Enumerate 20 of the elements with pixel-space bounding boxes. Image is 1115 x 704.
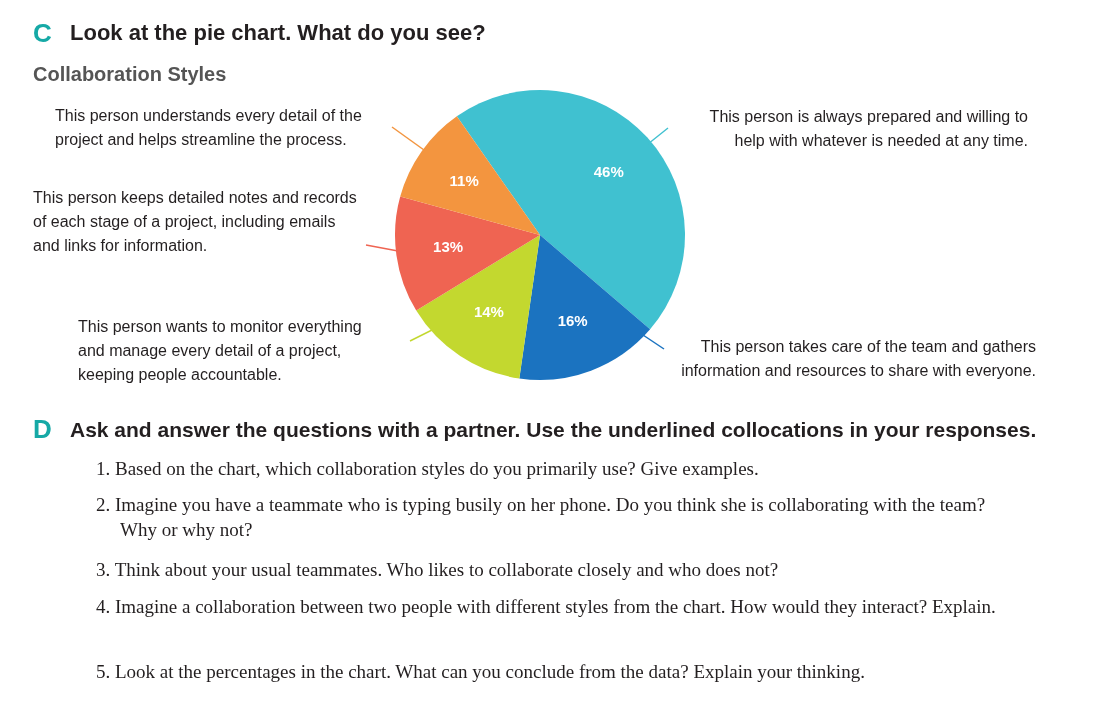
chart-title: Look at the pie chart. What do you see? [70,20,486,46]
text: 3. Think about your usual teammates. Who likes to collaborate closely and who does not? [96,558,780,582]
data-label: 46% [593,162,624,180]
slice-label: This person wants to monitor everything and manage every detail of a project, keeping people accountable. [78,317,363,385]
text: 1. Based on the chart, which collaboration styles do you primarily use? Give examples. [96,457,760,481]
text: 4. Imagine a collaboration between two people with different styles from the chart. How would they interact? Explain. [96,595,997,619]
slice-label: This person keeps detailed notes and records of each stage of a project, including emails and links for information. [33,188,358,256]
text: C [33,18,52,49]
data-label: 11% [449,171,479,189]
text: D [33,414,52,445]
data-label: 14% [473,302,504,320]
data-label: 16% [557,312,588,330]
slice-label: This person is always prepared and willing to help with whatever is needed at any time. [708,107,1028,151]
text: 2. Imagine you have a teammate who is typing busily on her phone. Do you think she is collaborating with the team? Why or why not? [96,493,987,542]
text: 5. Look at the percentages in the chart. What can you conclude from the data? Explain your thinking. [96,660,866,684]
data-label: 13% [433,238,464,256]
text: Ask and answer the questions with a partner. Use the underlined collocations in your responses. [70,418,1037,442]
chart-subtitle: Collaboration Styles [33,63,227,86]
legend-label: This person understands every detail of the project and helps streamline the process. [55,106,363,150]
slice-label: This person takes care of the team and gathers information and resources to share with everyone. [680,337,1036,381]
